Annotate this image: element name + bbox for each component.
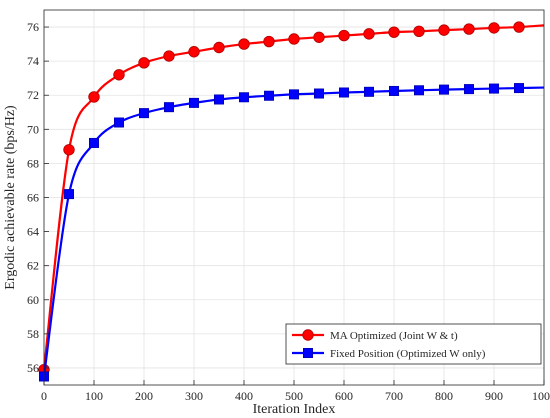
x-tick-label: 300 bbox=[185, 389, 203, 403]
x-tick-label: 1000 bbox=[532, 389, 550, 403]
x-tick-label: 400 bbox=[235, 389, 253, 403]
y-tick-label: 62 bbox=[27, 259, 39, 273]
data-point bbox=[463, 23, 475, 35]
y-tick-label: 60 bbox=[27, 293, 39, 307]
x-tick-label: 600 bbox=[335, 389, 353, 403]
data-point bbox=[88, 91, 100, 103]
legend-marker-fixed-position bbox=[302, 347, 313, 358]
legend: MA Optimized (Joint W & t) Fixed Positio… bbox=[285, 323, 542, 365]
x-tick-label: 0 bbox=[41, 389, 47, 403]
y-tick-label: 74 bbox=[27, 54, 39, 68]
y-axis-title: Ergodic achievable rate (bps/Hz) bbox=[3, 105, 18, 290]
data-point bbox=[138, 57, 150, 69]
legend-label-ma-optimized: MA Optimized (Joint W & t) bbox=[330, 330, 458, 342]
data-point bbox=[363, 86, 374, 97]
data-point bbox=[163, 102, 174, 113]
series-layer bbox=[38, 21, 545, 382]
data-point bbox=[163, 50, 175, 62]
data-point bbox=[513, 21, 525, 33]
data-point bbox=[413, 85, 424, 96]
y-tick-label: 72 bbox=[27, 88, 39, 102]
data-point bbox=[63, 144, 75, 156]
data-point bbox=[213, 41, 225, 54]
x-axis-title: Iteration Index bbox=[253, 402, 336, 417]
data-point bbox=[488, 22, 500, 34]
data-point bbox=[188, 97, 199, 108]
legend-box bbox=[285, 323, 542, 365]
data-point bbox=[188, 46, 200, 58]
y-tick-label: 66 bbox=[27, 191, 39, 205]
data-point bbox=[313, 31, 325, 43]
data-point bbox=[263, 90, 274, 101]
x-tick-label: 500 bbox=[285, 389, 303, 403]
data-point bbox=[263, 35, 275, 48]
series-ma-optimized bbox=[38, 21, 545, 376]
legend-marker-shape bbox=[302, 347, 313, 358]
axis-ticks: 0 100 200 300 400 500 600 700 800 900 1000 56 58 60 62… bbox=[27, 20, 550, 403]
x-tick-label: 700 bbox=[385, 389, 403, 403]
y-tick-label: 64 bbox=[27, 225, 39, 239]
x-tick-label: 900 bbox=[485, 389, 503, 403]
legend-marker-ma-optimized bbox=[302, 329, 314, 341]
data-point bbox=[488, 83, 499, 94]
data-point bbox=[288, 89, 299, 100]
x-tick-label: 200 bbox=[135, 389, 153, 403]
y-tick-label: 70 bbox=[27, 122, 39, 136]
data-point bbox=[64, 189, 75, 200]
data-point bbox=[288, 33, 300, 45]
data-point bbox=[338, 29, 350, 42]
data-point bbox=[388, 85, 399, 96]
data-point bbox=[313, 88, 324, 99]
data-point bbox=[514, 83, 525, 94]
data-point bbox=[238, 38, 250, 50]
legend-marker-shape bbox=[302, 329, 314, 341]
y-tick-label: 56 bbox=[27, 361, 39, 375]
series-fixed-position bbox=[39, 83, 545, 382]
data-point bbox=[138, 108, 149, 119]
data-point bbox=[438, 84, 449, 95]
data-point bbox=[388, 26, 400, 38]
x-tick-label: 800 bbox=[435, 389, 453, 403]
data-point bbox=[438, 24, 450, 36]
legend-label-fixed-position: Fixed Position (Optimized W only) bbox=[330, 348, 486, 360]
data-point bbox=[114, 117, 125, 128]
x-tick-label: 100 bbox=[85, 389, 103, 403]
y-tick-label: 76 bbox=[27, 20, 39, 34]
data-point bbox=[213, 94, 224, 105]
data-point bbox=[463, 84, 474, 95]
data-point bbox=[363, 28, 375, 40]
data-point bbox=[113, 69, 125, 81]
y-tick-label: 58 bbox=[27, 327, 39, 341]
series-line bbox=[42, 24, 545, 370]
data-point bbox=[413, 25, 425, 38]
data-point bbox=[238, 92, 249, 103]
data-point bbox=[338, 87, 349, 98]
data-point bbox=[89, 137, 100, 148]
y-tick-label: 68 bbox=[27, 156, 39, 170]
